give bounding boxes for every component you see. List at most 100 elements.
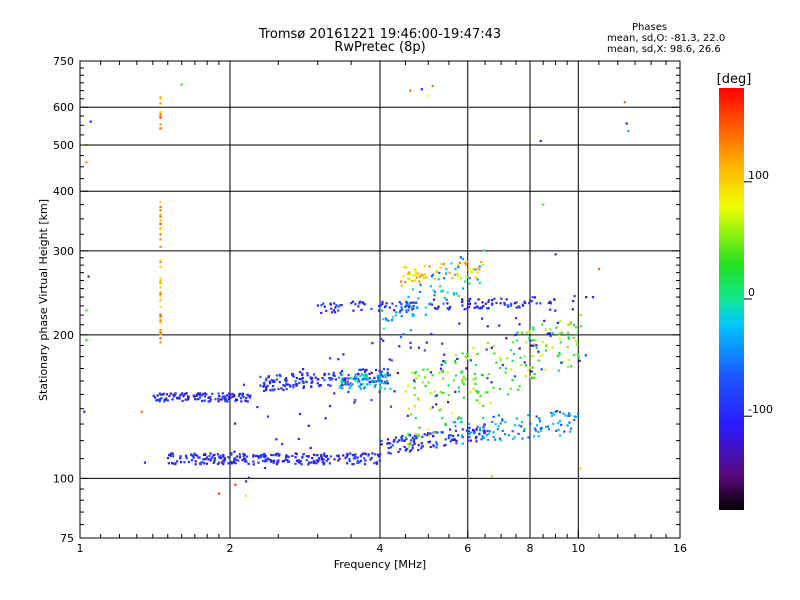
data-point xyxy=(354,377,357,380)
data-point xyxy=(385,319,388,322)
data-point xyxy=(365,368,368,371)
data-point xyxy=(382,382,385,385)
data-point xyxy=(469,297,472,300)
data-point xyxy=(354,303,357,306)
data-point xyxy=(448,306,451,310)
data-point xyxy=(488,299,491,302)
data-point xyxy=(465,429,468,432)
data-point xyxy=(411,288,414,291)
data-point xyxy=(262,385,265,388)
data-point xyxy=(567,365,570,369)
data-point xyxy=(307,424,310,427)
data-point xyxy=(233,395,236,398)
data-point xyxy=(550,414,554,417)
data-point xyxy=(498,324,501,327)
data-point xyxy=(491,303,494,306)
data-point xyxy=(528,339,531,342)
data-point xyxy=(291,372,295,375)
data-point xyxy=(378,369,381,372)
data-point xyxy=(258,455,261,458)
data-point xyxy=(404,305,407,308)
data-point xyxy=(556,321,559,324)
data-point xyxy=(325,459,328,462)
data-point xyxy=(380,374,383,377)
data-point xyxy=(335,304,338,307)
data-point xyxy=(378,390,381,393)
data-point xyxy=(457,263,460,266)
data-point xyxy=(402,275,405,278)
data-point xyxy=(159,293,162,296)
data-point xyxy=(257,456,260,460)
data-point xyxy=(454,429,458,432)
data-point xyxy=(436,443,439,446)
data-point xyxy=(87,275,90,278)
ytick-label-200: 200 xyxy=(53,329,74,342)
data-point xyxy=(367,454,370,457)
data-point xyxy=(466,268,469,271)
data-point xyxy=(174,462,177,465)
data-point xyxy=(486,391,489,394)
data-point xyxy=(339,384,342,387)
data-point xyxy=(357,372,360,375)
data-point xyxy=(580,325,583,328)
data-point xyxy=(359,459,362,462)
data-point xyxy=(167,462,170,465)
data-point xyxy=(352,377,355,380)
data-point xyxy=(217,492,221,495)
data-point xyxy=(517,388,520,391)
data-point xyxy=(518,323,521,326)
data-point xyxy=(260,453,263,456)
data-point xyxy=(575,342,578,345)
data-point xyxy=(271,380,274,383)
data-point xyxy=(209,459,212,462)
data-point xyxy=(423,273,426,276)
data-point xyxy=(472,268,475,271)
data-point xyxy=(549,302,552,305)
data-point xyxy=(385,376,388,379)
data-point xyxy=(198,392,201,395)
data-point xyxy=(337,454,340,457)
data-point xyxy=(484,302,487,305)
data-point xyxy=(512,352,516,356)
data-point xyxy=(537,435,540,438)
data-point xyxy=(435,403,438,406)
data-point xyxy=(494,438,497,441)
data-point xyxy=(461,436,464,439)
data-point xyxy=(329,377,333,380)
data-point xyxy=(262,459,265,462)
data-point xyxy=(423,433,426,436)
data-point xyxy=(529,422,532,425)
data-point xyxy=(316,454,319,457)
data-point xyxy=(476,271,479,274)
data-point xyxy=(421,381,424,384)
data-point xyxy=(159,329,162,332)
data-point xyxy=(548,332,551,335)
data-point xyxy=(478,281,481,284)
data-point xyxy=(551,346,554,349)
data-point xyxy=(347,390,350,394)
data-point xyxy=(244,399,247,402)
data-point xyxy=(401,308,404,311)
data-point xyxy=(299,460,303,463)
data-point xyxy=(159,219,162,222)
data-point xyxy=(349,452,352,455)
data-point xyxy=(549,334,552,338)
data-point xyxy=(487,307,490,310)
data-point xyxy=(531,355,534,358)
data-point xyxy=(245,396,248,399)
data-point xyxy=(224,397,227,400)
data-point xyxy=(510,349,513,352)
data-point xyxy=(470,271,473,274)
data-point xyxy=(230,460,233,464)
data-point xyxy=(344,383,347,386)
data-point xyxy=(277,454,280,457)
data-point xyxy=(475,436,478,439)
data-point xyxy=(519,356,522,359)
data-point xyxy=(325,309,328,312)
data-point xyxy=(544,368,547,371)
data-point xyxy=(409,442,412,445)
data-point xyxy=(560,361,563,364)
data-point xyxy=(179,457,182,460)
data-point xyxy=(523,300,526,303)
data-point xyxy=(302,453,305,456)
